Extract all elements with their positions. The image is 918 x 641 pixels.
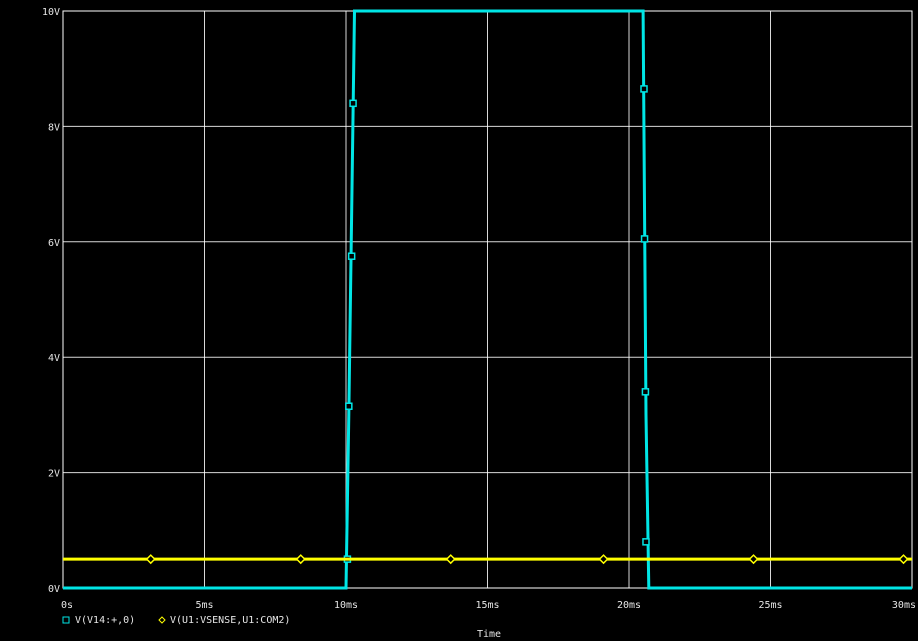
series-2-marker [445, 554, 456, 565]
series-2-marker [295, 554, 306, 565]
series-group [63, 9, 912, 590]
series-2-marker [748, 554, 759, 565]
series-2-marker [598, 554, 609, 565]
series-1-marker [349, 99, 357, 108]
y-tick-label: 0V [48, 584, 60, 595]
y-tick-label: 8V [48, 122, 60, 133]
x-tick-label: 30ms [892, 600, 916, 611]
y-tick-labels: 0V 2V 4V 6V 8V 10V [42, 7, 60, 595]
series-1-marker [347, 252, 356, 260]
series-2-marker [898, 554, 909, 565]
series-1-marker [642, 538, 650, 546]
y-tick-label: 4V [48, 353, 60, 364]
legend: V(V14:+,0) V(U1:VSENSE,U1:COM2) [62, 615, 290, 626]
x-tick-label: 5ms [195, 600, 213, 611]
grid [62, 10, 913, 589]
series-1-marker [640, 85, 648, 93]
x-axis-label: Time [477, 629, 501, 640]
x-tick-label: 20ms [617, 600, 641, 611]
legend-label-series-1: V(V14:+,0) [75, 615, 135, 626]
series-1-marker [345, 402, 353, 410]
x-tick-labels: 0s 5ms 10ms 15ms 20ms 25ms 30ms [61, 600, 916, 611]
legend-marker-square [62, 616, 70, 624]
x-tick-label: 0s [61, 600, 73, 611]
y-tick-label: 6V [48, 238, 60, 249]
y-tick-label: 2V [48, 469, 60, 480]
legend-label-series-2: V(U1:VSENSE,U1:COM2) [170, 615, 290, 626]
legend-marker-diamond [158, 616, 166, 624]
x-tick-label: 15ms [475, 600, 499, 611]
series-2-marker [145, 554, 156, 565]
x-tick-label: 10ms [334, 600, 358, 611]
x-tick-label: 25ms [758, 600, 782, 611]
series-1-marker [640, 235, 649, 243]
series-1-marker [641, 388, 650, 396]
y-tick-label: 10V [42, 7, 60, 18]
